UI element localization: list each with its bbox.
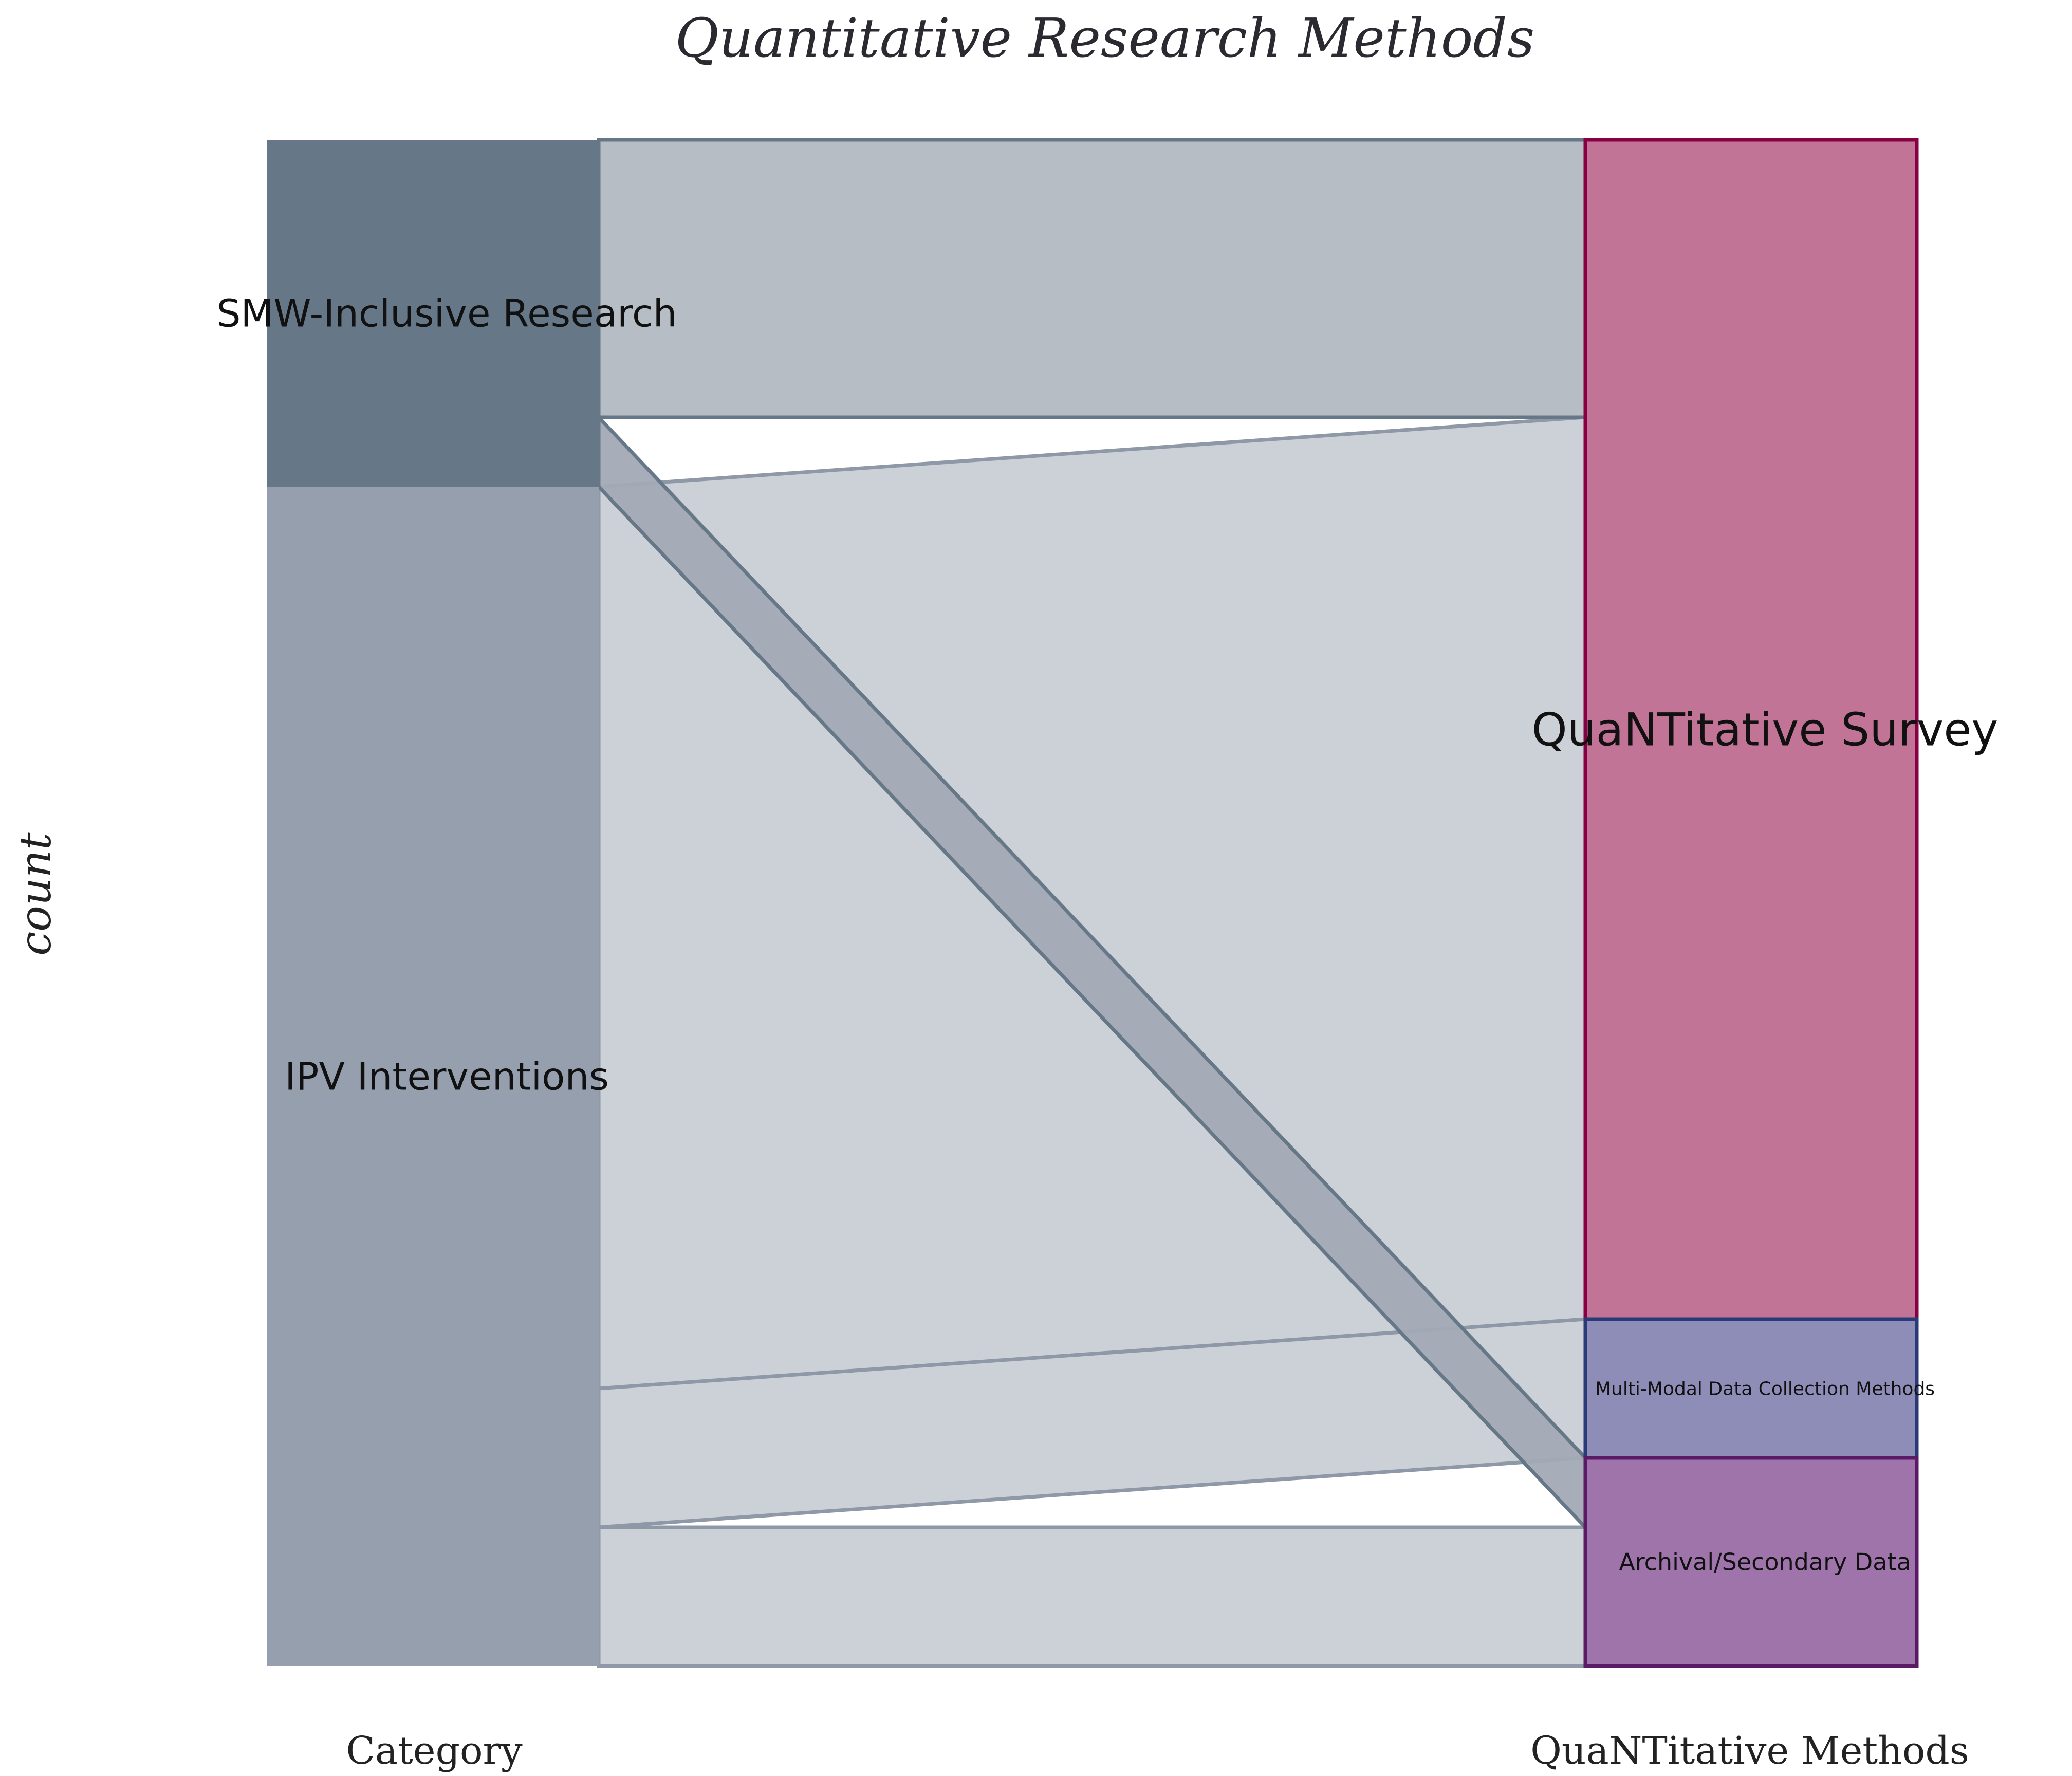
labels-layer: SMW-Inclusive Research IPV Interventions Q… <box>217 291 1999 1576</box>
flow-smw-inclusive-research-to-quantitative-survey <box>597 138 1587 419</box>
x-axis-label-category: Category <box>346 1729 523 1773</box>
nodes-layer <box>267 138 1919 1668</box>
chart-title: Quantitative Research Methods <box>675 7 1535 69</box>
flow-ipv-interventions-to-archival-secondary-data <box>597 1525 1587 1668</box>
label-quantitative-survey: QuaNTitative Survey <box>1532 703 1999 756</box>
node-smw-inclusive-research <box>267 140 599 487</box>
node-archival-secondary-data <box>1583 1456 1919 1668</box>
label-smw-inclusive-research: SMW-Inclusive Research <box>217 291 677 336</box>
node-quantitative-survey <box>1583 138 1919 1321</box>
y-axis-label: count <box>10 832 61 956</box>
flow-ipv-interventions-to-quantitative-survey <box>597 415 1587 1391</box>
x-axis-label-quantitative-methods: QuaNTitative Methods <box>1530 1729 1969 1773</box>
flows-layer <box>597 138 1587 1668</box>
label-multi-modal-data-collection-methods: Multi-Modal Data Collection Methods <box>1595 1379 1935 1400</box>
node-multi-modal-data-collection-methods <box>1583 1317 1919 1460</box>
label-archival-secondary-data: Archival/Secondary Data <box>1619 1548 1911 1576</box>
label-ipv-interventions: IPV Interventions <box>285 1054 609 1099</box>
node-ipv-interventions <box>267 487 599 1666</box>
